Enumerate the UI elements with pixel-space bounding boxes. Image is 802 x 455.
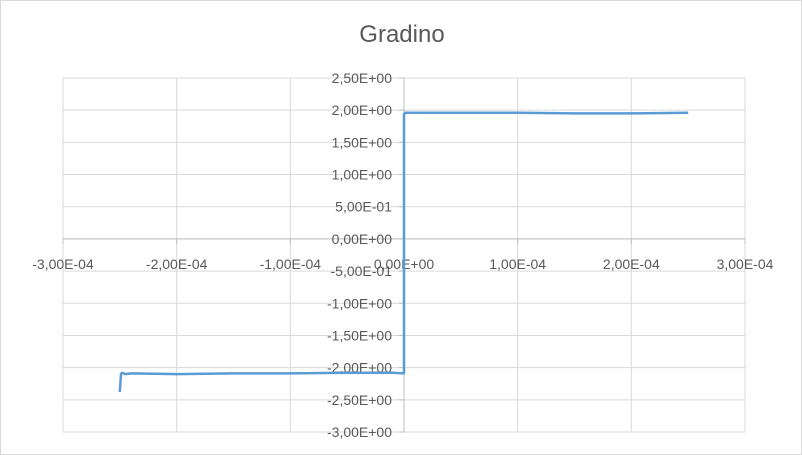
y-tick-label: 0,00E+00 <box>332 231 393 247</box>
y-tick-label: -1,50E+00 <box>327 327 392 343</box>
x-tick-label: -1,00E-04 <box>260 256 322 272</box>
y-tick-label: -5,00E-01 <box>331 263 393 279</box>
y-tick-label: -1,00E+00 <box>327 295 392 311</box>
chart-title: Gradino <box>359 21 445 48</box>
series-line <box>118 111 689 393</box>
x-tick-label: 2,00E-04 <box>603 256 660 272</box>
y-tick-label: 1,00E+00 <box>332 167 393 183</box>
y-tick-label: 1,50E+00 <box>332 134 393 150</box>
y-tick-label: 2,00E+00 <box>332 102 393 118</box>
y-tick-label: -3,00E+00 <box>327 424 392 440</box>
x-tick-label: -2,00E-04 <box>146 256 208 272</box>
x-tick-label: -3,00E-04 <box>32 256 94 272</box>
y-tick-label: 5,00E-01 <box>335 199 392 215</box>
x-tick-label: 3,00E-04 <box>717 256 774 272</box>
y-tick-label: 2,50E+00 <box>332 70 393 86</box>
x-tick-label: 1,00E-04 <box>489 256 546 272</box>
y-tick-label: -2,50E+00 <box>327 392 392 408</box>
